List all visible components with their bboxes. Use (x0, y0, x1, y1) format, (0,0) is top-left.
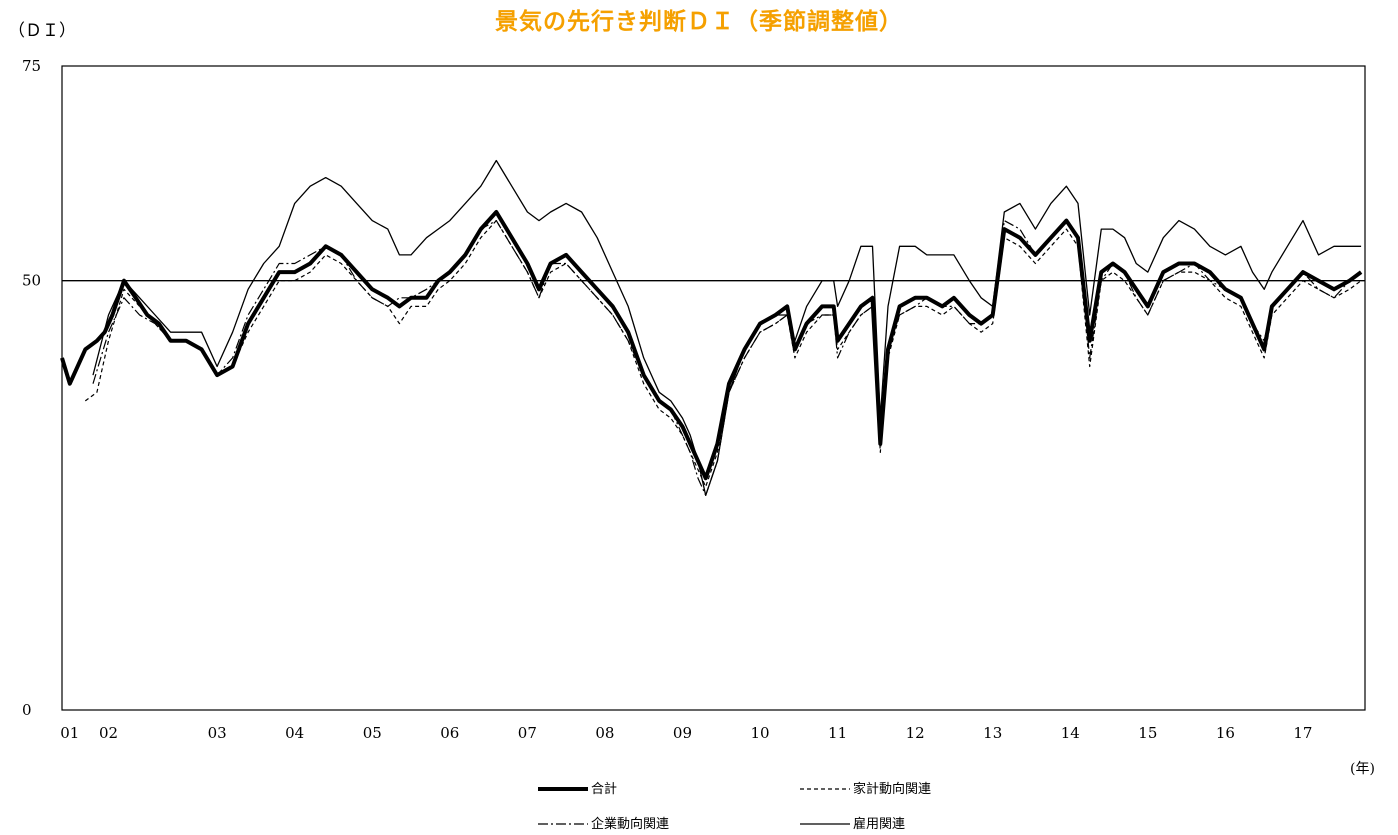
x-tick-label: 17 (1293, 724, 1312, 742)
x-tick-label: 02 (99, 724, 118, 742)
x-tick-label: 01 (60, 724, 79, 742)
x-tick-label: 09 (673, 724, 692, 742)
legend-label: 合計 (591, 781, 617, 797)
x-tick-label: 07 (518, 724, 537, 742)
series-lines (60, 159, 1363, 496)
x-tick-label: 11 (828, 724, 847, 742)
x-tick-label: 03 (208, 724, 227, 742)
legend-label: 家計動向関連 (853, 781, 931, 797)
x-tick-label: 16 (1216, 724, 1235, 742)
legend-label: 雇用関連 (853, 816, 905, 832)
x-tick-label: 06 (440, 724, 459, 742)
series-line-dashed (84, 220, 1362, 488)
x-tick-label: 08 (595, 724, 614, 742)
x-tick-label: 13 (983, 724, 1002, 742)
x-tick-label: 14 (1061, 724, 1080, 742)
y-tick-label: 0 (22, 701, 32, 719)
y-axis-label: （ＤＩ） (8, 21, 76, 41)
x-tick-label: 04 (285, 724, 304, 742)
x-axis-unit: (年) (1350, 761, 1375, 777)
legend-label: 企業動向関連 (591, 816, 669, 832)
plot-frame (61, 65, 1366, 711)
x-ticks: 01 02 03 04 05 06 07 08 09 10 11 12 13 14 15 16 17 (60, 724, 1312, 742)
x-tick-label: 05 (363, 724, 382, 742)
series-line-thick (60, 210, 1363, 481)
x-tick-label: 15 (1138, 724, 1157, 742)
series-line-thin (92, 159, 1362, 496)
series-line-dashdot (92, 220, 1362, 496)
y-tick-label: 50 (22, 272, 41, 290)
chart-title: 景気の先行き判断ＤＩ（季節調整値） (495, 9, 903, 35)
y-tick-label: 75 (22, 57, 41, 75)
x-tick-label: 12 (906, 724, 925, 742)
y-ticks: 0 50 75 (22, 57, 41, 719)
x-tick-label: 10 (750, 724, 769, 742)
